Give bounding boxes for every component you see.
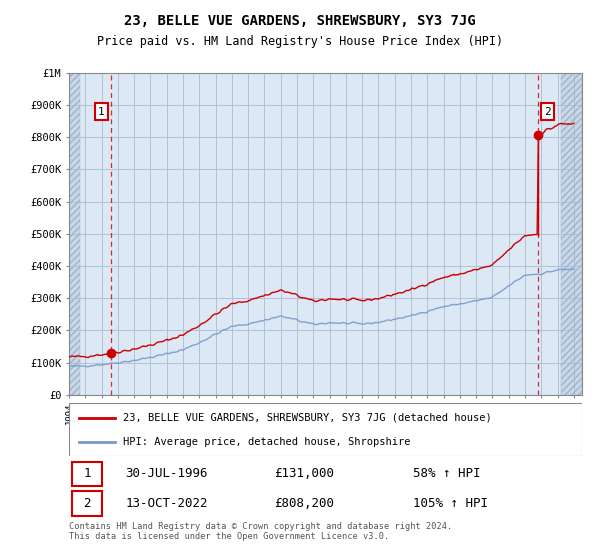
Text: 1: 1	[98, 106, 105, 116]
Text: Contains HM Land Registry data © Crown copyright and database right 2024.
This d: Contains HM Land Registry data © Crown c…	[69, 522, 452, 542]
Bar	[561, 41, 582, 395]
Text: 2: 2	[544, 106, 551, 116]
Text: 23, BELLE VUE GARDENS, SHREWSBURY, SY3 7JG (detached house): 23, BELLE VUE GARDENS, SHREWSBURY, SY3 7…	[123, 413, 491, 423]
Text: 13-OCT-2022: 13-OCT-2022	[125, 497, 208, 510]
Text: 105% ↑ HPI: 105% ↑ HPI	[413, 497, 488, 510]
Text: £131,000: £131,000	[274, 468, 334, 480]
FancyBboxPatch shape	[71, 491, 103, 516]
Bar	[69, 41, 80, 395]
Text: 2: 2	[83, 497, 91, 510]
Text: £808,200: £808,200	[274, 497, 334, 510]
Text: 1: 1	[83, 468, 91, 480]
FancyBboxPatch shape	[71, 461, 103, 486]
Text: Price paid vs. HM Land Registry's House Price Index (HPI): Price paid vs. HM Land Registry's House …	[97, 35, 503, 48]
Bar	[69, 41, 80, 395]
Text: 23, BELLE VUE GARDENS, SHREWSBURY, SY3 7JG: 23, BELLE VUE GARDENS, SHREWSBURY, SY3 7…	[124, 14, 476, 28]
Bar	[561, 41, 582, 395]
Text: 58% ↑ HPI: 58% ↑ HPI	[413, 468, 480, 480]
Text: 30-JUL-1996: 30-JUL-1996	[125, 468, 208, 480]
Text: HPI: Average price, detached house, Shropshire: HPI: Average price, detached house, Shro…	[123, 437, 410, 447]
FancyBboxPatch shape	[69, 403, 582, 456]
